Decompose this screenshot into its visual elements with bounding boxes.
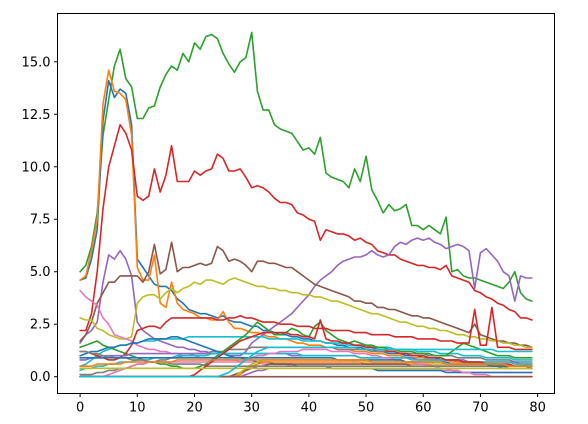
series-line-27 xyxy=(79,346,533,378)
x-tick-label: 10 xyxy=(129,401,146,416)
x-tick-label: 80 xyxy=(529,401,546,416)
x-tick-label: 30 xyxy=(243,401,260,416)
x-axis: 0 10 20 30 40 50 60 70 80 xyxy=(76,393,546,416)
series-line-4 xyxy=(79,124,533,332)
series-line-3 xyxy=(79,69,533,368)
y-tick-label: 2.5 xyxy=(30,318,51,333)
series-line-2 xyxy=(79,79,533,370)
x-tick-label: 50 xyxy=(358,401,375,416)
plot-area xyxy=(57,13,555,394)
x-tick-label: 70 xyxy=(472,401,489,416)
series-line-12 xyxy=(79,306,533,361)
y-tick-label: 10.0 xyxy=(22,160,51,175)
x-tick-label: 60 xyxy=(415,401,432,416)
series-line-1 xyxy=(79,31,533,302)
series-line-13 xyxy=(79,335,533,374)
series-line-23 xyxy=(79,359,533,368)
y-tick-label: 15.0 xyxy=(22,55,51,70)
series-line-7 xyxy=(79,277,533,349)
y-tick-label: 12.5 xyxy=(22,108,51,123)
y-tick-label: 7.5 xyxy=(30,213,51,228)
y-axis: 0.0 2.5 5.0 7.5 10.0 12.5 15.0 xyxy=(22,55,58,385)
x-tick-label: 20 xyxy=(186,401,203,416)
x-tick-label: 40 xyxy=(301,401,318,416)
series-lines xyxy=(79,31,533,378)
series-line-6 xyxy=(79,241,533,349)
axes-frame xyxy=(57,13,555,394)
y-tick-label: 5.0 xyxy=(30,265,51,280)
series-line-5 xyxy=(79,237,533,357)
x-tick-label: 0 xyxy=(76,401,84,416)
series-line-9 xyxy=(79,335,533,368)
y-tick-label: 0.0 xyxy=(30,370,51,385)
